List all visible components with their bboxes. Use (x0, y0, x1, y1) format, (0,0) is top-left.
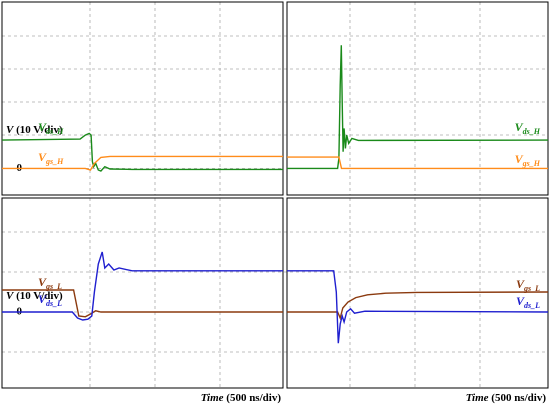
y-axis-label-unit: (10 V/div) (16, 124, 63, 136)
legend-symbol: V (38, 292, 47, 306)
legend-subscript: ds_H (46, 127, 64, 136)
legend-symbol: V (38, 150, 47, 164)
legend-subscript: gs_H (45, 157, 64, 166)
waveform (287, 291, 549, 321)
legend-subscript: gs_L (45, 282, 62, 291)
legend-label: Vds_L (38, 292, 62, 308)
legend-label: Vgs_L (38, 275, 62, 291)
legend-symbol: V (516, 294, 525, 308)
y-axis-label-symbol: V (6, 290, 15, 302)
legend-symbol: V (515, 152, 524, 166)
legend-subscript: ds_L (46, 299, 62, 308)
x-axis-label-symbol: Time (466, 392, 489, 404)
x-axis-label-unit: (500 ns/div) (491, 392, 546, 404)
panel-frame (286, 197, 549, 389)
panel-frame (1, 1, 284, 196)
y-axis-label-unit: (10 V/div) (16, 290, 63, 302)
grid (2, 2, 548, 388)
x-axis-label: Time (500 ns/div) (466, 392, 547, 404)
y-axis-label-symbol: V (6, 124, 15, 136)
legend-label: Vgs_H (38, 150, 64, 166)
legend-subscript: ds_L (524, 301, 540, 310)
waveform (1, 132, 283, 172)
legend-label: Vds_L (516, 294, 540, 310)
legend-symbol: V (516, 277, 525, 291)
legend-label: Vds_H (515, 120, 541, 136)
legend-label: Vgs_H (515, 152, 541, 168)
panel-frame (286, 1, 549, 196)
y-axis-label: V (10 V/div) (6, 124, 63, 136)
legend-subscript: gs_L (523, 284, 540, 293)
waveform (287, 270, 549, 344)
x-axis-label-symbol: Time (201, 392, 224, 404)
waveform (2, 289, 283, 318)
waveform (2, 155, 283, 171)
legend-symbol: V (515, 120, 524, 134)
legend-subscript: ds_H (523, 127, 541, 136)
legend-symbol: V (38, 275, 47, 289)
x-axis-label-unit: (500 ns/div) (226, 392, 281, 404)
panel-frame (1, 197, 284, 389)
legend-label: Vgs_L (516, 277, 540, 293)
waveform (287, 45, 549, 170)
legend-symbol: V (38, 120, 47, 134)
waveform (287, 156, 548, 170)
waveform (2, 251, 283, 321)
y-axis-label: V (10 V/div) (6, 290, 63, 302)
legend-subscript: gs_H (522, 159, 541, 168)
x-axis-label: Time (500 ns/div) (201, 392, 282, 404)
legend-label: Vds_H (38, 120, 64, 136)
